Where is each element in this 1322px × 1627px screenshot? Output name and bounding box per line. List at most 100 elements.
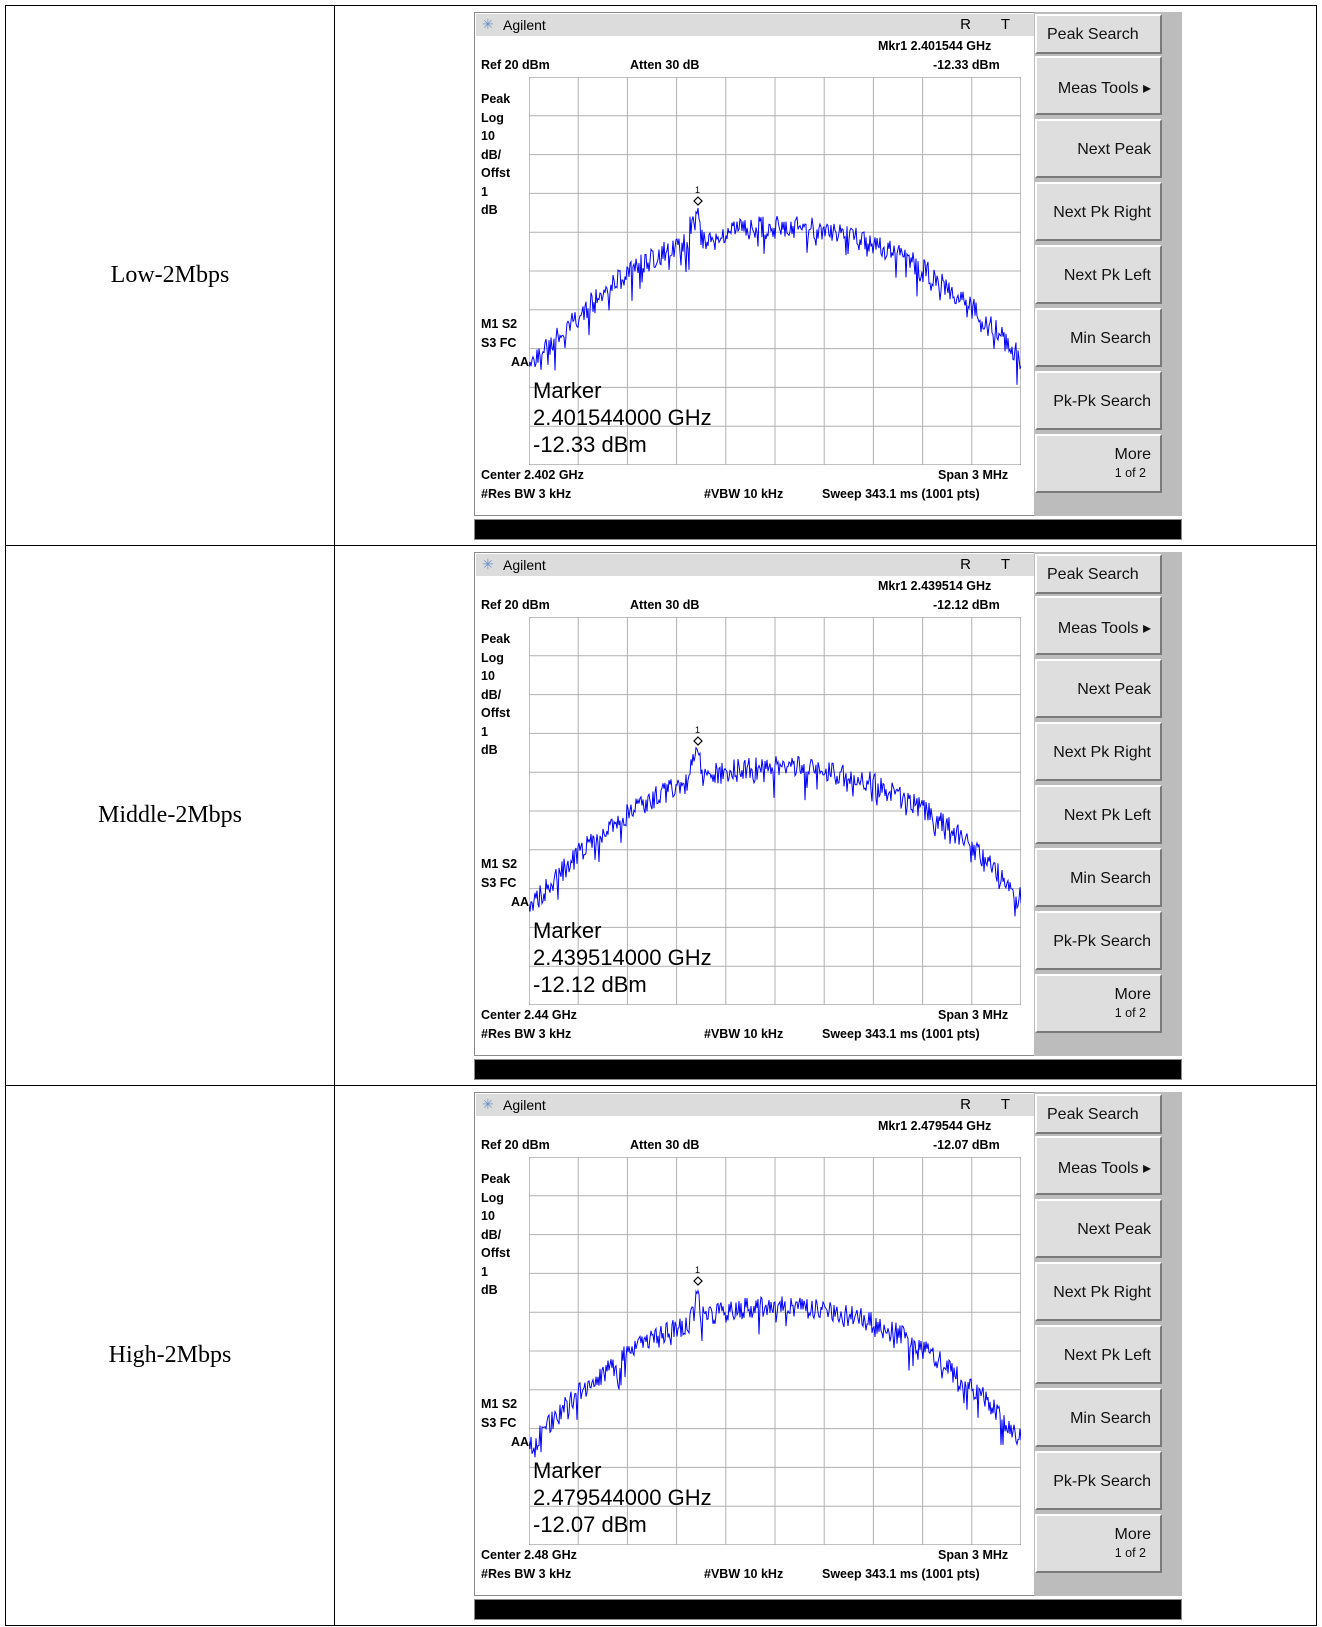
meas-tools-button[interactable]: Meas Tools ▸ <box>1035 56 1162 115</box>
next-pk-right-button[interactable]: Next Pk Right <box>1035 182 1162 241</box>
marker-annotation: Marker 2.479544000 GHz -12.07 dBm <box>533 1457 712 1538</box>
peak-search-button[interactable]: Peak Search <box>1035 14 1162 54</box>
spectrum-analyzer-screenshot: ✳ Agilent R T Mkr1 2.401544 GHz Ref 20 d… <box>474 12 1182 540</box>
analyzer-display: ✳ Agilent R T Mkr1 2.479544 GHz Ref 20 d… <box>474 1092 1037 1596</box>
agilent-logo-icon: ✳ <box>482 1096 494 1112</box>
marker-frequency-readout: Mkr1 2.439514 GHz <box>878 579 992 593</box>
softkey-label: Pk-Pk Search <box>1053 393 1151 410</box>
min-search-button[interactable]: Min Search <box>1035 1388 1162 1447</box>
row-label: Middle-2Mbps <box>5 545 335 1086</box>
next-peak-button[interactable]: Next Peak <box>1035 119 1162 178</box>
scale-label: Offst <box>481 166 511 180</box>
marker-frequency-readout: Mkr1 2.479544 GHz <box>878 1119 992 1133</box>
center-frequency: Center 2.48 GHz <box>481 1548 577 1562</box>
next-pk-right-button[interactable]: Next Pk Right <box>1035 722 1162 781</box>
row-label-text: High-2Mbps <box>108 1342 232 1368</box>
marker-frequency-readout: Mkr1 2.401544 GHz <box>878 39 992 53</box>
plot-cell: ✳ Agilent R T Mkr1 2.401544 GHz Ref 20 d… <box>334 5 1317 546</box>
mode-label: AA <box>510 355 529 369</box>
span: Span 3 MHz <box>938 1008 1009 1022</box>
softkey-label: Next Pk Right <box>1053 744 1151 761</box>
mode-label: AA <box>510 895 529 909</box>
scale-label: Log <box>481 110 504 125</box>
rt-indicator: R T <box>960 1096 1023 1113</box>
spectrum-analyzer-screenshot: ✳ Agilent R T Mkr1 2.439514 GHz Ref 20 d… <box>474 552 1182 1080</box>
next-peak-button[interactable]: Next Peak <box>1035 1199 1162 1258</box>
softkey-label: Peak Search <box>1047 26 1139 43</box>
next-pk-left-button[interactable]: Next Pk Left <box>1035 245 1162 304</box>
resolution-bandwidth: #Res BW 3 kHz <box>481 487 572 501</box>
analyzer-title-bar: ✳ Agilent R T <box>476 14 1035 36</box>
mode-label: M1 S2 <box>481 1397 518 1411</box>
softkey-page: 1 of 2 <box>1114 1546 1146 1560</box>
softkey-label: Peak Search <box>1047 1106 1139 1123</box>
marker-level: -12.33 dBm <box>533 432 647 457</box>
pk-pk-search-button[interactable]: Pk-Pk Search <box>1035 1451 1162 1510</box>
softkey-label: Meas Tools ▸ <box>1057 620 1151 637</box>
next-pk-right-button[interactable]: Next Pk Right <box>1035 1262 1162 1321</box>
status-bar <box>474 1059 1182 1080</box>
more-button[interactable]: More 1 of 2 <box>1035 1514 1162 1573</box>
resolution-bandwidth: #Res BW 3 kHz <box>481 1567 572 1581</box>
softkey-label: Meas Tools ▸ <box>1057 80 1151 97</box>
reference-level: Ref 20 dBm <box>481 598 550 612</box>
softkey-label: Pk-Pk Search <box>1053 933 1151 950</box>
scale-label: Log <box>481 1190 504 1205</box>
marker-diamond-icon <box>693 736 703 746</box>
marker-annotation: Marker 2.401544000 GHz -12.33 dBm <box>533 377 712 458</box>
plot-cell: ✳ Agilent R T Mkr1 2.479544 GHz Ref 20 d… <box>334 1085 1317 1626</box>
scale-label: Peak <box>481 632 511 646</box>
analyzer-title-bar: ✳ Agilent R T <box>476 1094 1035 1116</box>
marker-level: -12.07 dBm <box>533 1512 647 1537</box>
next-peak-button[interactable]: Next Peak <box>1035 659 1162 718</box>
next-pk-left-button[interactable]: Next Pk Left <box>1035 785 1162 844</box>
marker-diamond-icon <box>693 196 703 206</box>
softkey-label: Next Peak <box>1077 1221 1151 1238</box>
next-pk-left-button[interactable]: Next Pk Left <box>1035 1325 1162 1384</box>
resolution-bandwidth: #Res BW 3 kHz <box>481 1027 572 1041</box>
table-row: High-2Mbps ✳ Agilent R T Mkr1 2.479544 G… <box>5 1085 1317 1626</box>
attenuation: Atten 30 dB <box>630 598 700 612</box>
softkey-page: 1 of 2 <box>1114 466 1146 480</box>
softkey-label: Min Search <box>1070 870 1151 887</box>
mode-label: S3 FC <box>481 1416 517 1430</box>
pk-pk-search-button[interactable]: Pk-Pk Search <box>1035 911 1162 970</box>
softkey-panel: Peak Search Meas Tools ▸ Next Peak Next … <box>1034 1092 1182 1596</box>
min-search-button[interactable]: Min Search <box>1035 308 1162 367</box>
video-bandwidth: #VBW 10 kHz <box>704 1567 784 1581</box>
softkey-panel: Peak Search Meas Tools ▸ Next Peak Next … <box>1034 552 1182 1056</box>
attenuation: Atten 30 dB <box>630 1138 700 1152</box>
meas-tools-button[interactable]: Meas Tools ▸ <box>1035 1136 1162 1195</box>
agilent-logo-icon: ✳ <box>482 556 494 572</box>
more-button[interactable]: More 1 of 2 <box>1035 974 1162 1033</box>
meas-tools-button[interactable]: Meas Tools ▸ <box>1035 596 1162 655</box>
softkey-label: Next Pk Left <box>1063 267 1151 284</box>
marker-frequency: 2.479544000 GHz <box>533 1485 712 1510</box>
spectrum-trace <box>529 208 1021 385</box>
scale-label: 10 <box>481 669 495 683</box>
softkey-label: More <box>1114 1526 1151 1543</box>
agilent-logo-icon: ✳ <box>482 16 494 32</box>
spectrum-trace <box>529 746 1021 917</box>
plot-cell: ✳ Agilent R T Mkr1 2.439514 GHz Ref 20 d… <box>334 545 1317 1086</box>
pk-pk-search-button[interactable]: Pk-Pk Search <box>1035 371 1162 430</box>
scale-label: Peak <box>481 1172 511 1186</box>
peak-search-button[interactable]: Peak Search <box>1035 1094 1162 1134</box>
min-search-button[interactable]: Min Search <box>1035 848 1162 907</box>
softkey-label: Next Peak <box>1077 681 1151 698</box>
scale-label: 10 <box>481 129 495 143</box>
rt-indicator: R T <box>960 16 1023 33</box>
peak-search-button[interactable]: Peak Search <box>1035 554 1162 594</box>
softkey-label: Pk-Pk Search <box>1053 1473 1151 1490</box>
scale-label: dB <box>481 1283 498 1297</box>
sweep-time: Sweep 343.1 ms (1001 pts) <box>822 487 980 501</box>
softkey-label: Next Pk Left <box>1063 1347 1151 1364</box>
spectrum-trace <box>529 1289 1021 1458</box>
more-button[interactable]: More 1 of 2 <box>1035 434 1162 493</box>
mode-labels: M1 S2 S3 FC AA <box>481 315 529 372</box>
marker-level-readout: -12.12 dBm <box>933 598 1000 612</box>
marker-title: Marker <box>533 918 602 943</box>
spectrum-analyzer-screenshot: ✳ Agilent R T Mkr1 2.479544 GHz Ref 20 d… <box>474 1092 1182 1620</box>
marker-frequency: 2.401544000 GHz <box>533 405 712 430</box>
softkey-label: Peak Search <box>1047 566 1139 583</box>
